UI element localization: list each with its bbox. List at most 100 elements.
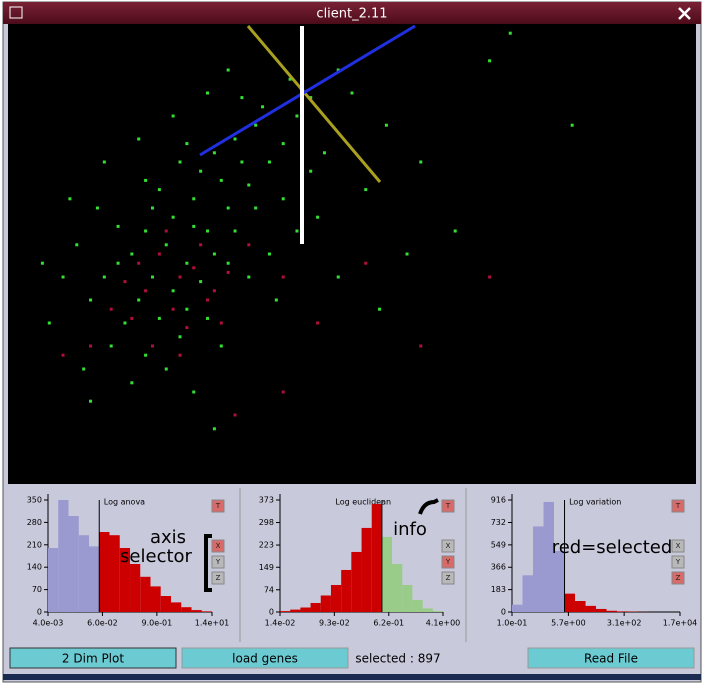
histogram-title: Log euclidean (335, 498, 391, 507)
point (282, 142, 285, 145)
point (213, 427, 216, 430)
point (282, 197, 285, 200)
histogram-bar (192, 610, 202, 612)
point (123, 280, 126, 283)
point (185, 308, 188, 311)
y-tick-label: 0 (37, 608, 42, 617)
point (571, 124, 574, 127)
y-tick-label: 183 (491, 585, 506, 594)
histogram-bar (341, 570, 351, 612)
point (110, 345, 113, 348)
histogram-bar (351, 552, 361, 612)
histogram-bar (181, 607, 191, 612)
point (103, 276, 106, 279)
x-tick-label: 4.1e+00 (426, 619, 461, 628)
x-tick-label: 1.0e-01 (497, 619, 528, 628)
point (282, 276, 285, 279)
point (509, 32, 512, 35)
histogram-bar (575, 601, 586, 612)
histogram-bar (89, 546, 99, 612)
y-tick-label: 298 (259, 518, 274, 527)
axis-button-label[interactable]: Z (216, 574, 221, 582)
histogram-bar (290, 610, 300, 612)
point (406, 253, 409, 256)
point (68, 197, 71, 200)
point (179, 276, 182, 279)
point (48, 322, 51, 325)
axis-button-label[interactable]: X (446, 542, 451, 550)
point (488, 59, 491, 62)
point (89, 400, 92, 403)
histogram-bar (130, 564, 140, 612)
axis-button-label[interactable]: T (445, 502, 451, 510)
histogram-bar (554, 551, 565, 612)
axis-button-label[interactable]: X (676, 542, 681, 550)
point (89, 299, 92, 302)
axis-button-label[interactable]: X (216, 542, 221, 550)
button-label[interactable]: Read File (584, 652, 638, 666)
button-label[interactable]: 2 Dim Plot (62, 652, 124, 666)
histogram-bar (79, 535, 89, 612)
histogram-bar (533, 526, 543, 612)
histogram-bar (69, 516, 79, 612)
point (123, 322, 126, 325)
point (206, 317, 209, 320)
point (199, 170, 202, 173)
point (172, 308, 175, 311)
point (206, 230, 209, 233)
point (110, 308, 113, 311)
point (351, 92, 354, 95)
point (137, 138, 140, 141)
point (488, 276, 491, 279)
histogram-bar (161, 596, 171, 612)
point (144, 289, 147, 292)
x-tick-label: 1.4e-02 (265, 619, 296, 628)
point (185, 262, 188, 265)
histogram-bar (171, 602, 181, 612)
point (206, 92, 209, 95)
point (96, 207, 99, 210)
x-tick-label: 6.2e-01 (373, 619, 404, 628)
histogram-bar (596, 609, 607, 612)
point (151, 345, 154, 348)
point (144, 179, 147, 182)
histogram-bar (202, 611, 212, 612)
point (227, 262, 230, 265)
x-tick-label: 5.7e+00 (551, 619, 586, 628)
point (247, 184, 250, 187)
point (158, 253, 161, 256)
y-tick-label: 549 (491, 540, 506, 549)
histogram-bar (423, 608, 433, 612)
histogram-bar (280, 611, 290, 612)
axis-button-label[interactable]: Y (445, 558, 451, 566)
x-tick-label: 9.0e-01 (141, 619, 172, 628)
x-tick-label: 6.0e-02 (87, 619, 118, 628)
axis-button-label[interactable]: Z (676, 574, 681, 582)
axis-button-label[interactable]: T (675, 502, 681, 510)
axis-button-label[interactable]: Y (215, 558, 221, 566)
point (137, 262, 140, 265)
point (206, 299, 209, 302)
button-label[interactable]: load genes (232, 652, 298, 666)
y-tick-label: 74 (264, 585, 274, 594)
point (179, 161, 182, 164)
x-tick-label: 1.4e+01 (195, 619, 230, 628)
axis-button-label[interactable]: Y (675, 558, 681, 566)
y-tick-label: 149 (259, 563, 274, 572)
histogram-bar (522, 575, 533, 612)
axis-button-label[interactable]: T (215, 502, 221, 510)
y-tick-label: 373 (259, 496, 274, 505)
point (172, 289, 175, 292)
histogram-bar (392, 564, 402, 612)
point (41, 262, 44, 265)
histogram-bar (140, 577, 150, 612)
axis-button-label[interactable]: Z (446, 574, 451, 582)
x-tick-label: 9.3e-02 (319, 619, 350, 628)
histogram-bar (109, 535, 119, 612)
annotation: axis (150, 527, 186, 548)
point (220, 322, 223, 325)
point (234, 414, 237, 417)
point (240, 96, 243, 99)
point (227, 69, 230, 72)
